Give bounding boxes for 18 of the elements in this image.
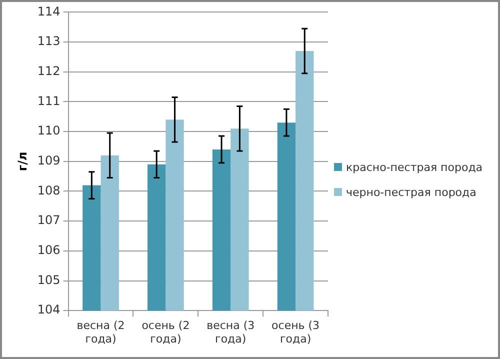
y-axis-title: г/л <box>15 152 30 172</box>
y-tick-label: 112 <box>37 64 60 78</box>
y-tick-label: 110 <box>37 124 60 138</box>
y-tick-label: 108 <box>37 183 60 198</box>
y-tick-label: 106 <box>37 243 60 258</box>
y-tick-label: 104 <box>37 302 60 317</box>
x-tick-label: весна (2 года) <box>76 319 125 346</box>
x-tick-label: весна (3 года) <box>206 319 255 346</box>
y-tick-label: 105 <box>37 272 60 287</box>
legend-label: красно-пестрая порода <box>346 160 483 174</box>
y-tick-label: 114 <box>37 4 60 18</box>
x-tick-label: осень (3 года) <box>272 319 320 346</box>
y-tick-label: 111 <box>37 94 60 108</box>
y-tick-label: 109 <box>37 154 60 168</box>
y-tick-label: 113 <box>37 34 60 48</box>
y-tick-label: 107 <box>37 213 60 228</box>
x-tick-label: осень (2 года) <box>142 319 190 346</box>
legend-label: черно-пестрая порода <box>346 186 476 198</box>
